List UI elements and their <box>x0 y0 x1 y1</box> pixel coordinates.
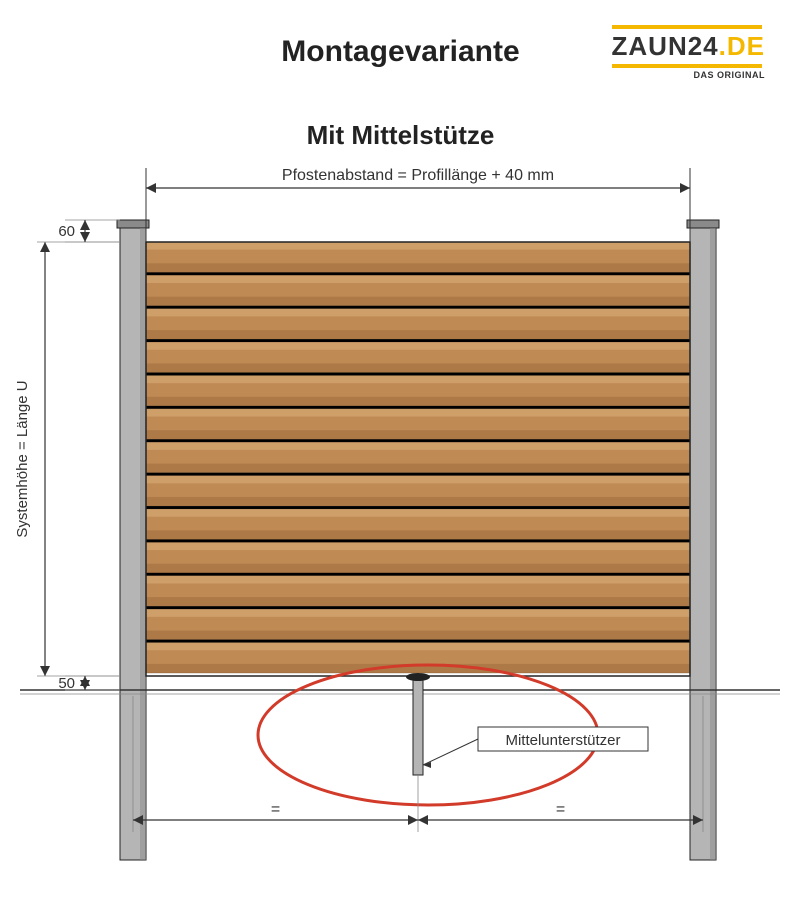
diagram-shape <box>146 373 690 376</box>
diagram-shape <box>146 530 690 539</box>
diagram-shape: 60 <box>58 223 75 240</box>
diagram-shape <box>146 297 690 306</box>
diagram-shape <box>146 376 690 384</box>
diagram-shape <box>146 183 156 193</box>
page-subtitle: Mit Mittelstütze <box>0 120 801 151</box>
diagram-shape <box>146 409 690 417</box>
diagram-shape <box>146 439 690 442</box>
diagram-shape <box>146 597 690 606</box>
diagram-shape <box>146 309 690 317</box>
diagram-shape <box>146 263 690 272</box>
diagram-shape <box>710 228 716 860</box>
diagram-shape <box>117 220 149 228</box>
diagram-shape <box>413 680 423 775</box>
fence-diagram: Mittelunterstützer Pfostenabstand = Profi… <box>0 160 801 900</box>
diagram-shape <box>146 497 690 506</box>
diagram-shape <box>146 442 690 450</box>
diagram-shape <box>146 473 690 476</box>
diagram-shape <box>146 242 690 250</box>
diagram-shape <box>406 673 430 681</box>
diagram-shape <box>146 509 690 517</box>
diagram-shape <box>146 275 690 283</box>
diagram-shape <box>146 564 690 573</box>
diagram-shape <box>80 232 90 242</box>
diagram-shape <box>146 631 690 640</box>
diagram-shape <box>140 228 146 860</box>
diagram-shape: = <box>271 801 280 818</box>
logo-text: ZAUN24.DE <box>612 31 765 61</box>
diagram-shape <box>146 339 690 342</box>
diagram-shape <box>146 609 690 617</box>
diagram-shape <box>80 220 90 230</box>
diagram-shape <box>40 666 50 676</box>
diagram-shape <box>146 606 690 609</box>
brand-logo: ZAUN24.DE DAS ORIGINAL <box>612 25 765 80</box>
diagram-shape <box>408 815 418 825</box>
logo-tagline: DAS ORIGINAL <box>612 70 765 80</box>
diagram-shape <box>146 573 690 576</box>
diagram-shape <box>423 739 478 765</box>
page: Montagevariante ZAUN24.DE DAS ORIGINAL M… <box>0 0 801 900</box>
diagram-shape: Pfostenabstand = Profillänge + 40 mm <box>282 167 554 184</box>
diagram-shape: 50 <box>58 675 75 692</box>
diagram-shape <box>146 464 690 473</box>
diagram-shape <box>146 430 690 439</box>
diagram-shape <box>146 640 690 643</box>
diagram-shape <box>146 272 690 275</box>
diagram-shape <box>418 815 428 825</box>
diagram-shape <box>680 183 690 193</box>
diagram-shape <box>146 342 690 350</box>
logo-bar-top <box>612 25 762 29</box>
diagram-shape: Systemhöhe = Länge U <box>14 380 31 537</box>
diagram-shape <box>687 220 719 228</box>
diagram-shape <box>146 397 690 406</box>
diagram-shape <box>146 576 690 584</box>
diagram-shape <box>146 406 690 409</box>
diagram-shape <box>146 643 690 651</box>
diagram-shape <box>146 476 690 484</box>
diagram-shape <box>146 363 690 372</box>
diagram-shape <box>146 306 690 309</box>
diagram-shape: Mittelunterstützer <box>505 732 620 749</box>
diagram-shape <box>146 539 690 542</box>
diagram-shape: = <box>556 801 565 818</box>
diagram-shape <box>40 242 50 252</box>
logo-prefix: ZAUN24 <box>612 31 719 61</box>
diagram-shape <box>146 542 690 550</box>
diagram-shape <box>146 330 690 339</box>
logo-bar-bottom <box>612 64 762 68</box>
logo-suffix: .DE <box>719 31 765 61</box>
diagram-shape <box>146 506 690 509</box>
